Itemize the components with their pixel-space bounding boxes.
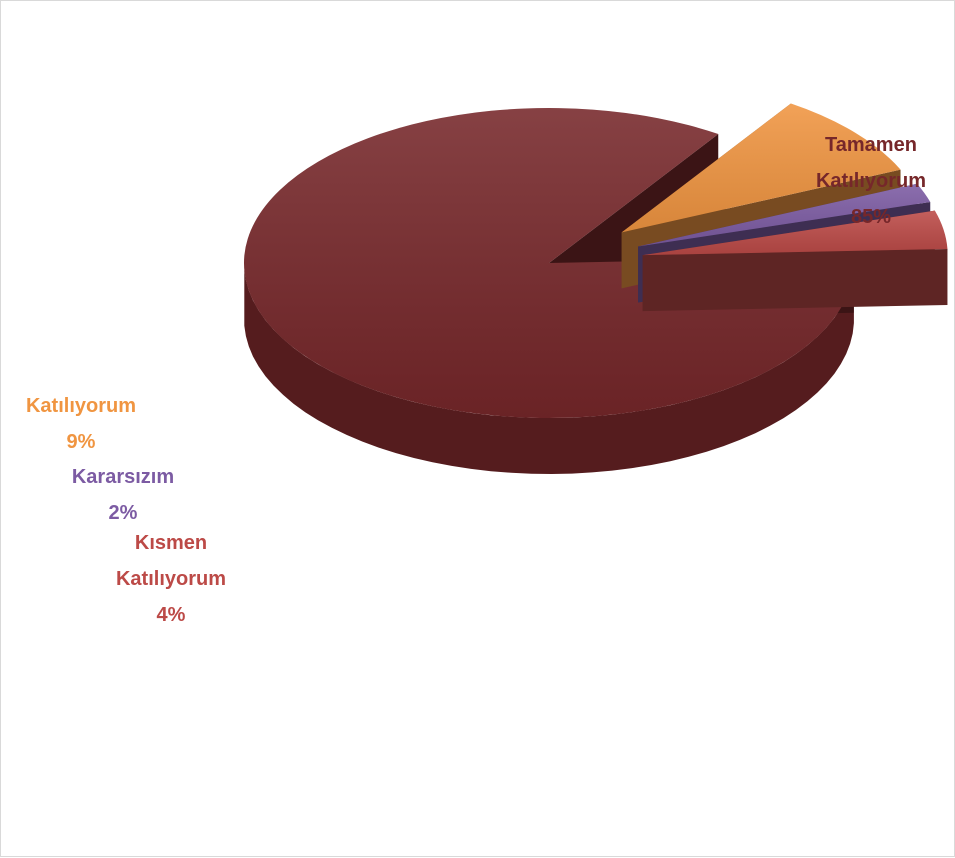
pie-slice-4: [642, 210, 948, 312]
slice-gloss: [642, 210, 948, 256]
data-label-line: 2%: [109, 502, 138, 524]
slice-gloss: [638, 183, 931, 247]
data-label-3: Kararsızım 2%: [72, 466, 174, 524]
data-label-line: 4%: [157, 604, 186, 626]
slice-side: [244, 267, 854, 474]
data-label-2: Katılıyorum 9%: [26, 395, 136, 453]
data-label-line: Katılıyorum: [26, 395, 136, 417]
data-label-line: Kısmen: [135, 532, 207, 554]
data-label-line: Katılıyorum: [816, 170, 926, 192]
data-label-line: Katılıyorum: [116, 568, 226, 590]
data-label-line: 85%: [851, 206, 891, 228]
slice-gloss: [244, 108, 855, 419]
data-label-line: Tamamen: [825, 134, 917, 156]
pie-slice-1: [244, 108, 855, 474]
data-label-4: Kısmen Katılıyorum 4%: [116, 532, 226, 626]
slice-gloss: [621, 103, 901, 233]
slice-cut-face: [642, 248, 948, 312]
data-label-line: 9%: [67, 431, 96, 453]
data-label-1: Tamamen Katılıyorum 85%: [816, 134, 926, 228]
data-label-line: Kararsızım: [72, 466, 174, 488]
